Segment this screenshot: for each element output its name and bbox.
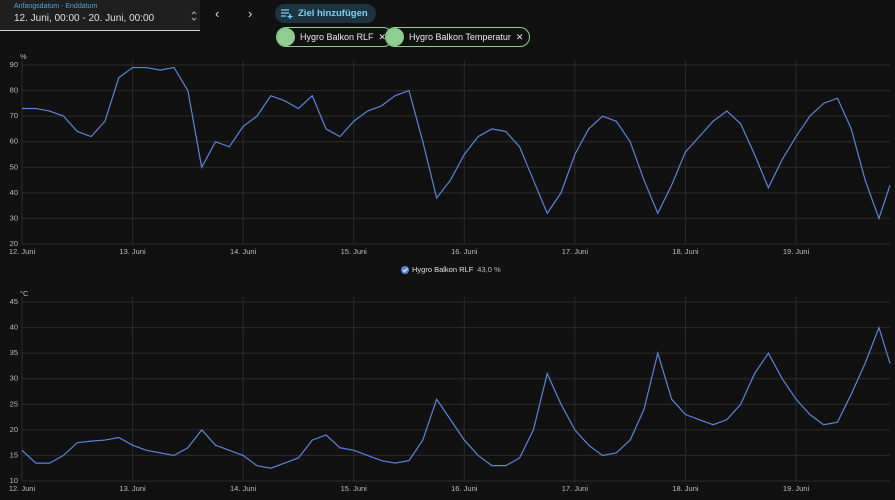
x-tick-label: 13. Juni bbox=[119, 247, 146, 256]
add-target-button[interactable]: Ziel hinzufügen bbox=[275, 4, 376, 23]
legend-value: 43,0 % bbox=[477, 265, 501, 274]
y-tick-label: 20 bbox=[10, 425, 18, 434]
target-chip[interactable]: Hygro Balkon Temperatur ✕ bbox=[385, 27, 531, 47]
add-target-text: Ziel hinzufügen bbox=[298, 8, 368, 19]
y-tick-label: 50 bbox=[10, 162, 18, 171]
x-tick-label: 14. Juni bbox=[230, 247, 257, 256]
chip-text: Hygro Balkon Temperatur bbox=[409, 32, 511, 42]
y-tick-label: 80 bbox=[10, 86, 18, 95]
y-tick-label: 40 bbox=[10, 323, 18, 332]
y-tick-label: 15 bbox=[10, 450, 18, 459]
y-tick-label: 30 bbox=[10, 213, 18, 222]
y-unit: °C bbox=[20, 289, 29, 298]
y-tick-label: 25 bbox=[10, 399, 18, 408]
y-tick-label: 30 bbox=[10, 374, 18, 383]
data-line bbox=[22, 66, 891, 221]
x-tick-label: 17. Juni bbox=[562, 484, 589, 493]
x-tick-label: 12. Juni bbox=[9, 247, 36, 256]
target-chip[interactable]: Hygro Balkon RLF ✕ bbox=[276, 27, 394, 47]
x-tick-label: 18. Juni bbox=[672, 484, 699, 493]
legend-name: Hygro Balkon RLF bbox=[412, 265, 474, 274]
y-tick-label: 45 bbox=[10, 297, 18, 306]
chip-icon bbox=[277, 28, 295, 46]
previous-button[interactable]: ‹ bbox=[215, 6, 220, 21]
legend-marker bbox=[401, 266, 409, 274]
x-tick-label: 18. Juni bbox=[672, 247, 699, 256]
date-picker-value: 12. Juni, 00:00 - 20. Juni, 00:00 bbox=[14, 13, 155, 24]
y-tick-label: 35 bbox=[10, 348, 18, 357]
x-tick-label: 12. Juni bbox=[9, 484, 36, 493]
y-unit: % bbox=[20, 52, 27, 61]
chip-icon bbox=[386, 28, 404, 46]
x-tick-label: 16. Juni bbox=[451, 484, 478, 493]
x-tick-label: 15. Juni bbox=[341, 247, 368, 256]
date-picker-label: Anfangsdatum - Enddatum bbox=[14, 3, 98, 10]
date-picker[interactable]: Anfangsdatum - Enddatum 12. Juni, 00:00 … bbox=[0, 0, 200, 31]
y-tick-label: 70 bbox=[10, 111, 18, 120]
add-icon bbox=[281, 8, 293, 19]
data-line bbox=[21, 325, 891, 469]
y-tick-label: 90 bbox=[10, 60, 18, 69]
next-button[interactable]: › bbox=[248, 6, 253, 21]
y-tick-label: 20 bbox=[10, 239, 18, 248]
y-tick-label: 60 bbox=[10, 137, 18, 146]
chip-remove[interactable]: ✕ bbox=[515, 31, 524, 42]
x-tick-label: 16. Juni bbox=[451, 247, 478, 256]
legend-check bbox=[402, 268, 408, 273]
picker-spinner bbox=[191, 11, 197, 21]
y-tick-label: 40 bbox=[10, 188, 18, 197]
chip-text: Hygro Balkon RLF bbox=[300, 32, 374, 42]
x-tick-label: 19. Juni bbox=[783, 484, 810, 493]
x-tick-label: 17. Juni bbox=[562, 247, 589, 256]
chip-remove[interactable]: ✕ bbox=[378, 31, 387, 42]
x-tick-label: 19. Juni bbox=[783, 247, 810, 256]
x-tick-label: 13. Juni bbox=[119, 484, 146, 493]
y-tick-label: 10 bbox=[10, 476, 18, 485]
x-tick-label: 15. Juni bbox=[341, 484, 368, 493]
x-tick-label: 14. Juni bbox=[230, 484, 257, 493]
